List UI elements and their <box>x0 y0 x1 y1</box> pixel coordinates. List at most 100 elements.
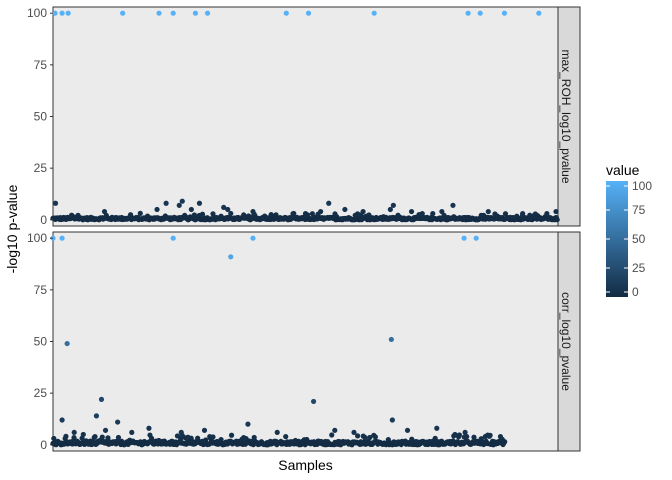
panel-1-y-axis: 0 25 50 75 100 <box>27 6 53 227</box>
data-point <box>93 413 100 419</box>
panel-2-background <box>52 231 559 452</box>
data-point <box>452 431 458 438</box>
legend-tick-label: 100 <box>632 179 652 193</box>
data-point <box>188 206 194 213</box>
data-point <box>196 200 203 206</box>
data-point <box>105 435 111 441</box>
panel-1-strip <box>557 6 581 227</box>
panel-1-background <box>52 6 559 227</box>
data-point <box>65 10 71 16</box>
data-point <box>204 10 211 16</box>
panel-1-strip-label: max_ROH_log10_pvalue <box>559 49 573 183</box>
data-point <box>228 210 234 217</box>
data-point <box>485 208 491 215</box>
data-point <box>102 427 109 433</box>
data-point <box>92 434 98 440</box>
data-point <box>318 208 324 215</box>
data-point <box>228 254 234 260</box>
data-point <box>59 235 65 241</box>
data-point <box>245 421 251 427</box>
data-point <box>389 417 395 423</box>
data-point <box>250 208 256 215</box>
data-point <box>309 211 315 217</box>
data-point <box>201 427 208 433</box>
data-point <box>434 425 440 431</box>
y-tick-label: 25 <box>34 386 48 400</box>
data-point <box>355 433 361 439</box>
y-tick-label: 50 <box>34 335 48 349</box>
data-point <box>179 198 185 204</box>
data-point <box>554 217 560 223</box>
data-point <box>372 434 378 440</box>
data-point <box>310 398 317 405</box>
data-point <box>439 208 445 215</box>
data-point <box>283 10 289 16</box>
data-point <box>342 206 348 213</box>
data-point <box>544 211 550 217</box>
legend-tick-label: 0 <box>632 285 639 299</box>
data-point <box>462 429 468 436</box>
y-tick-label: 50 <box>34 110 48 124</box>
data-point <box>199 211 206 217</box>
panel-1-points <box>50 10 560 223</box>
data-point <box>210 434 216 440</box>
data-point <box>228 432 235 438</box>
data-point <box>225 206 231 213</box>
data-point <box>502 439 508 445</box>
data-point <box>450 202 456 208</box>
data-point <box>388 336 394 343</box>
legend-tick-label: 75 <box>632 203 646 217</box>
data-point <box>326 200 332 206</box>
data-point <box>59 417 65 423</box>
data-point <box>305 10 312 16</box>
data-point <box>148 435 155 441</box>
panel-2-y-axis: 0 25 50 75 100 <box>27 231 53 452</box>
panel-2-points <box>50 235 508 448</box>
data-point <box>487 432 493 438</box>
y-tick-label: 0 <box>40 213 47 227</box>
data-point <box>419 210 425 217</box>
data-point <box>170 235 176 241</box>
data-point <box>409 436 415 442</box>
data-point <box>332 427 338 433</box>
legend-colorbar <box>606 181 628 297</box>
data-point <box>80 431 86 438</box>
data-point <box>115 434 122 441</box>
legend-tick-label: 25 <box>632 261 646 275</box>
data-point <box>250 235 256 241</box>
data-point <box>387 206 393 213</box>
data-point <box>408 208 415 215</box>
x-axis-title: Samples <box>278 457 332 473</box>
data-point <box>477 10 483 16</box>
data-point <box>192 10 199 16</box>
data-point <box>283 434 289 440</box>
data-point <box>120 10 126 16</box>
y-tick-label: 75 <box>34 58 48 72</box>
data-point <box>362 434 368 441</box>
data-point <box>471 434 477 440</box>
data-point <box>129 429 135 436</box>
data-point <box>98 396 105 402</box>
data-point <box>329 432 335 438</box>
y-axis-title: -log10 p-value <box>4 184 20 273</box>
data-point <box>302 211 309 217</box>
data-point <box>473 235 479 241</box>
data-point <box>390 202 396 208</box>
y-tick-label: 100 <box>27 231 47 245</box>
panel-2-strip <box>557 231 581 452</box>
data-point <box>63 433 69 439</box>
data-point <box>51 435 57 442</box>
data-point <box>404 427 411 433</box>
y-tick-label: 0 <box>40 438 47 452</box>
data-point <box>71 429 77 436</box>
data-point <box>176 202 182 208</box>
data-point <box>52 10 58 16</box>
data-point <box>360 208 366 215</box>
data-point <box>52 200 59 206</box>
legend-ticks: 0 25 50 75 100 <box>606 179 652 299</box>
y-tick-label: 100 <box>27 6 47 20</box>
legend-title: value <box>606 162 640 178</box>
data-point <box>520 211 526 217</box>
data-point <box>274 429 280 436</box>
